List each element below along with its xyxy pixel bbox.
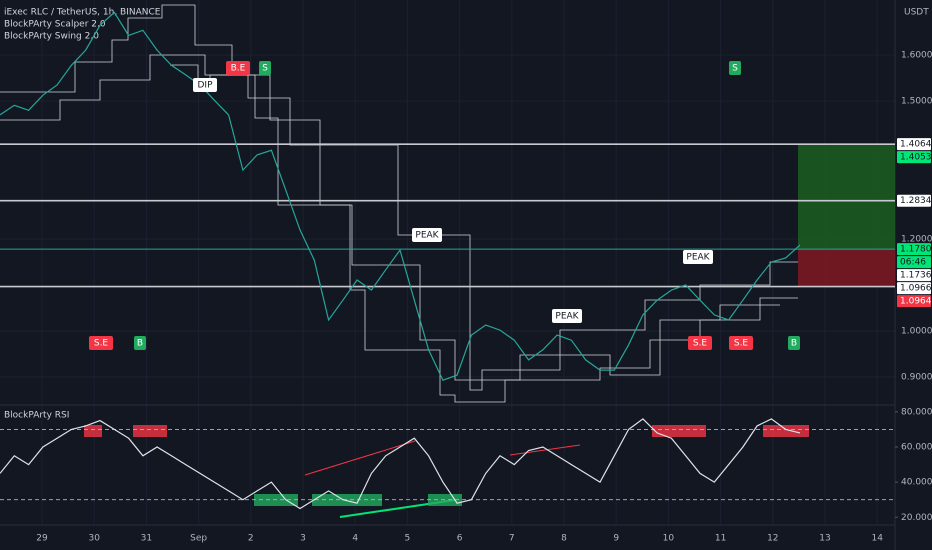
y-tick-label: 60.0000 [901, 443, 932, 453]
signal-label: S.E [734, 339, 749, 349]
x-tick-label: 11 [715, 534, 726, 544]
x-tick-label: 9 [613, 534, 619, 544]
signal-label: B.E [231, 64, 246, 74]
swing-channel [170, 64, 780, 381]
indicator-name: BlockPArty Scalper 2.0 [4, 20, 106, 30]
rsi-marker [84, 425, 102, 437]
signal-badge [259, 61, 271, 75]
signal-label: S.E [94, 339, 109, 349]
rsi-marker [763, 425, 809, 437]
signal-badge [788, 336, 800, 350]
x-tick-label: 4 [352, 534, 358, 544]
price-tag-label: 1.0966 [900, 284, 932, 294]
signal-label: B [137, 339, 143, 349]
series-line [0, 11, 801, 381]
signal-badge [412, 228, 442, 242]
currency-label: USDT [904, 8, 929, 18]
x-tick-label: 14 [871, 534, 883, 544]
target-zone [798, 144, 895, 250]
x-tick-label: 31 [141, 534, 152, 544]
price-tag [897, 151, 931, 164]
signal-label: S.E [693, 339, 708, 349]
signal-label: S [262, 64, 268, 74]
signal-badge [729, 336, 753, 350]
y-tick-label: 1.6000 [901, 51, 932, 61]
x-tick-label: 13 [819, 534, 830, 544]
y-tick-label: 80.0000 [901, 407, 932, 417]
x-tick-label: 29 [36, 534, 48, 544]
series-line [0, 418, 801, 510]
signal-label: PEAK [555, 312, 579, 322]
signal-badge [729, 61, 741, 75]
divergence-line [509, 444, 581, 456]
chart-title: iExec RLC / TetherUS, 1h, BINANCE [4, 8, 161, 18]
rsi-title: BlockPArty RSI [4, 411, 69, 421]
y-tick-label: 1.2000 [901, 235, 932, 245]
x-tick-label: 30 [88, 534, 100, 544]
price-tag [897, 138, 931, 151]
signal-badge [688, 336, 712, 350]
stop-zone [798, 249, 895, 287]
rsi-marker [652, 425, 706, 437]
x-tick-label: 7 [509, 534, 515, 544]
signal-label: PEAK [415, 231, 439, 241]
x-tick-label: 10 [663, 534, 675, 544]
price-tag-label: 1.1780 [900, 245, 932, 255]
indicator-name: BlockPArty Swing 2.0 [4, 32, 99, 42]
price-tag-label: 1.4053 [900, 153, 932, 163]
price-tag [897, 282, 931, 295]
x-tick-label: 3 [300, 534, 306, 544]
y-tick-label: 0.9000 [901, 372, 932, 382]
signal-badge [193, 78, 217, 92]
price-tag-label: 1.1736 [900, 271, 932, 281]
signal-label: PEAK [686, 253, 710, 263]
price-tag-label: 06:46 [900, 258, 926, 268]
divergence-line [304, 440, 416, 476]
signal-badge [134, 336, 146, 350]
grid [0, 0, 895, 525]
swing-channel [0, 4, 798, 391]
price-tag-label: 1.4064 [900, 140, 932, 150]
price-tag [897, 243, 931, 256]
y-tick-label: 1.0000 [901, 326, 932, 336]
price-tag [897, 194, 931, 207]
x-tick-label: Sep [190, 534, 207, 544]
swing-channel [0, 54, 798, 403]
x-tick-label: 2 [248, 534, 254, 544]
y-tick-label: 20.0000 [901, 513, 932, 523]
x-tick-label: 5 [405, 534, 411, 544]
signal-label: B [791, 339, 797, 349]
y-tick-label: 40.0000 [901, 478, 932, 488]
price-tag-label: 1.2834 [900, 196, 932, 206]
signal-badge [226, 61, 250, 75]
x-tick-label: 6 [457, 534, 463, 544]
rsi-marker [133, 425, 167, 437]
x-tick-label: 12 [767, 534, 778, 544]
signal-label: DIP [197, 81, 213, 91]
price-tag-label: 1.0964 [900, 297, 932, 307]
signal-badge [683, 250, 713, 264]
signal-badge [89, 336, 113, 350]
x-tick-label: 8 [561, 534, 567, 544]
y-tick-label: 1.5000 [901, 97, 932, 107]
signal-badge [552, 309, 582, 323]
signal-label: S [732, 64, 738, 74]
price-tag [897, 295, 931, 308]
price-tag [897, 269, 931, 282]
price-tag [897, 256, 931, 269]
